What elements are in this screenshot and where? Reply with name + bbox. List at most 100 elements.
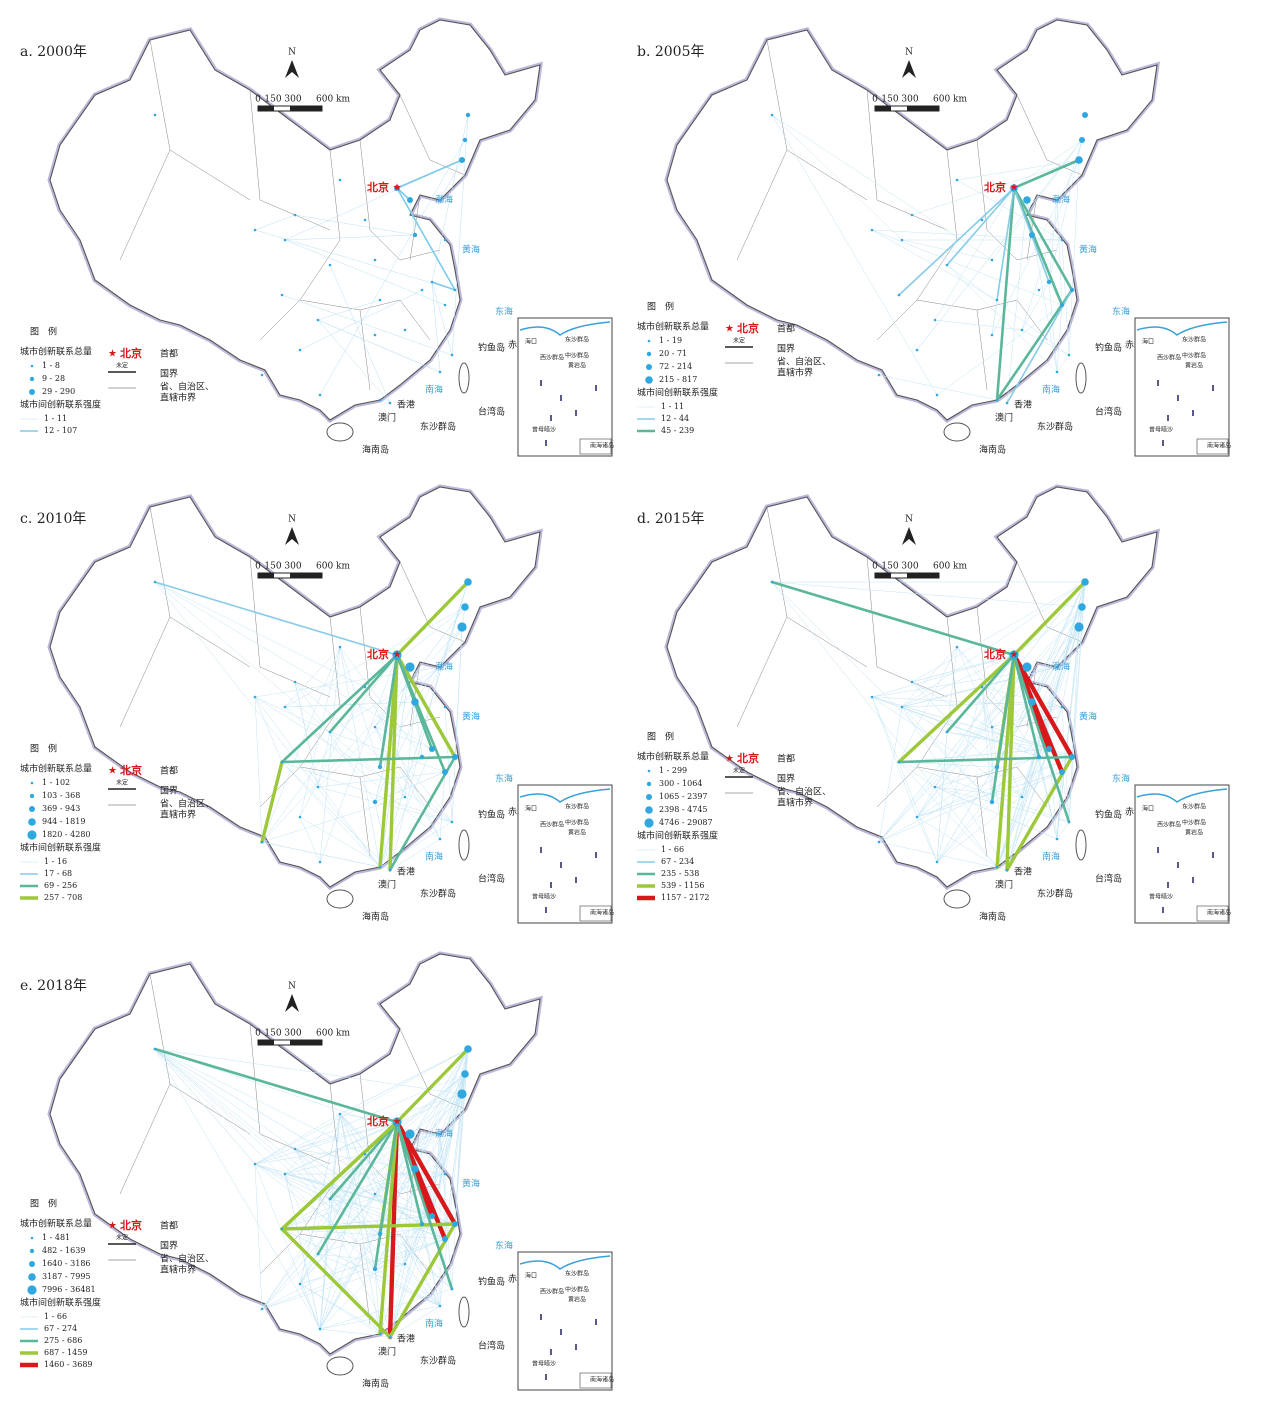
inset-label: 海口 [1142,805,1154,813]
city-node [429,1213,435,1219]
link-line [281,1073,466,1230]
map-panel: b. 2005年★北京香港澳门海南岛台湾岛东沙群岛钓鱼岛赤尾屿渤海黄海东海南海N… [637,17,1231,457]
city-node [1046,746,1052,752]
scale-label: 0 [872,95,878,105]
legend-label: 未定 [733,767,745,775]
place-label: 海南岛 [979,444,1006,456]
city-node [1079,137,1085,143]
link-line [431,281,456,291]
link-line [901,706,1008,871]
city-node [438,370,442,374]
city-node [933,785,937,789]
link-line [254,666,441,698]
link-line [901,646,958,708]
legend-node [647,769,651,773]
link-line [1068,581,1086,823]
city-node [1055,370,1059,374]
link-line [284,239,446,306]
city-node [378,298,382,302]
legend-node [645,376,653,384]
link-line [280,1227,392,1339]
island-mark [575,1344,577,1350]
legend-node [29,1248,35,1254]
link-line [1038,581,1086,758]
scale-bar [258,1040,274,1045]
city-node [450,820,454,824]
link-line [898,761,936,788]
link-line [154,1048,463,1095]
place-label: 东沙群岛 [420,888,456,900]
place-label: 北京 [367,180,389,194]
link-line [254,1163,381,1235]
legend-label: 1 - 66 [44,1312,67,1321]
link-line [901,706,1040,758]
scale-label: 600 km [316,562,350,572]
city-node [405,662,415,672]
legend-subtitle: 城市间创新联系强度 [20,842,101,854]
map-panel: c. 2010年★北京香港澳门海南岛台湾岛东沙群岛钓鱼岛赤尾屿渤海黄海东海南海N… [20,484,614,924]
legend-label: 首都 [160,348,178,360]
link-line [431,1133,441,1217]
panel-title: e. 2018年 [20,978,87,994]
city-node [442,1236,448,1242]
legend-label: 7996 - 36481 [42,1285,96,1294]
link-line [280,653,399,764]
inset-title-box [1196,905,1229,922]
city-node [1023,196,1031,204]
link-line [294,214,416,236]
legend-label: 539 - 1156 [661,881,704,890]
link-line [294,1148,453,1290]
link-line [871,696,1023,798]
link-line [1061,706,1070,823]
map-panel: e. 2018年★北京香港澳门海南岛台湾岛东沙群岛钓鱼岛赤尾屿渤海黄海东海南海N… [20,951,614,1391]
inset-label: 海口 [525,805,537,813]
link-line [395,653,457,759]
link-line [404,1093,463,1265]
legend-label: 275 - 686 [44,1336,82,1345]
city-node [935,860,939,864]
link-line [934,786,1058,840]
legend-label: 1 - 481 [42,1233,70,1242]
link-line [260,760,284,844]
city-node [945,730,949,734]
city-node [372,1266,378,1272]
city-node [450,1287,454,1291]
city-node [1069,754,1075,760]
link-line [281,761,381,868]
taiwan [458,829,470,861]
scale-bar [258,106,274,111]
island-mark [595,852,597,858]
legend-label: 482 - 1639 [42,1246,85,1255]
link-line [317,319,441,373]
north-arrow [285,994,299,1012]
city-node [253,228,257,232]
legend-subtitle: 城市创新联系总量 [20,1218,92,1230]
link-line [154,581,381,868]
link-line [414,1168,446,1175]
capital-star: ★ [725,324,734,335]
link-line [878,606,1083,843]
inset-label: 黄岩岛 [568,1296,586,1304]
link-line [153,1047,399,1124]
link-line [1012,186,1074,292]
city-node [452,1221,458,1227]
legend-label: 17 - 68 [44,869,72,878]
link-line [317,319,391,404]
city-node [1069,287,1075,293]
city-node [438,665,442,669]
island-mark [575,877,577,883]
city-node [378,1332,382,1336]
city-node [1020,795,1024,799]
inset-label: 海口 [525,1272,537,1280]
legend-node [28,818,36,826]
link-line [364,686,441,840]
place-label: 澳门 [995,879,1013,891]
link-line [299,1093,463,1285]
link-line [444,1048,469,1240]
island-mark [1192,877,1194,883]
link-line [1068,626,1080,823]
link-line [328,653,399,734]
city-node [328,263,332,267]
place-label: 海南岛 [979,911,1006,923]
legend-label: 直辖市界 [777,797,813,809]
